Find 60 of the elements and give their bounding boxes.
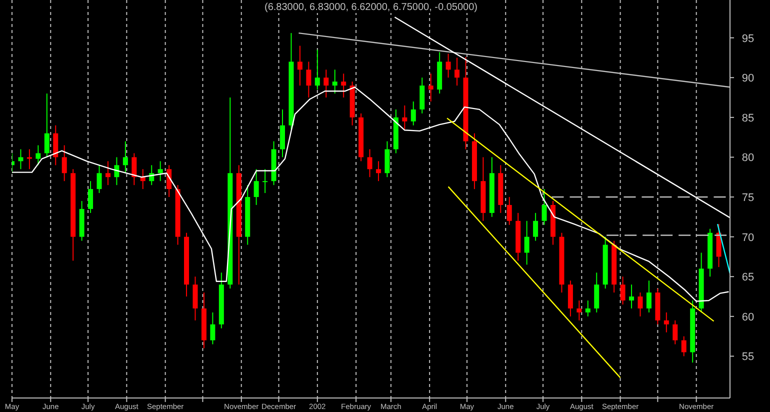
candlestick: [542, 188, 547, 226]
candlestick: [402, 104, 408, 130]
candlestick: [62, 144, 67, 182]
candlestick: [122, 140, 128, 174]
candlestick: [262, 168, 268, 194]
y-tick-label: 80: [742, 152, 754, 164]
candlestick: [681, 336, 686, 357]
candlestick: [672, 320, 678, 345]
candlestick: [96, 164, 102, 194]
candlestick: [36, 144, 41, 166]
candlestick: [140, 168, 146, 190]
candlestick: [620, 276, 626, 305]
candlestick: [524, 220, 530, 266]
candlestick: [192, 276, 198, 321]
candlestick: [26, 148, 32, 170]
y-tick-label: 75: [742, 192, 754, 204]
candlestick: [428, 73, 434, 102]
candlestick: [306, 61, 312, 98]
candlestick: [53, 124, 58, 166]
y-tick-label: 65: [742, 272, 754, 284]
candlestick: [254, 168, 259, 206]
candlestick: [88, 180, 94, 214]
candlestick: [506, 196, 512, 226]
candlestick: [533, 212, 538, 242]
candlestick: [105, 160, 110, 186]
candlestick: [646, 280, 652, 313]
y-tick-label: 95: [742, 32, 754, 45]
candlestick: [280, 108, 285, 158]
candlestick: [629, 284, 634, 309]
candlestick: [210, 312, 216, 345]
candlestick: [132, 152, 137, 186]
candlestick: [158, 160, 163, 182]
candlestick: [367, 148, 372, 178]
candlestick: [18, 148, 24, 170]
y-tick-label: 70: [742, 232, 754, 244]
candlestick: [376, 160, 381, 182]
candlestick: [664, 312, 669, 333]
candlestick: [576, 300, 582, 321]
y-tick-label: 55: [742, 351, 754, 364]
candlestick: [420, 77, 425, 114]
candlestick: [585, 300, 590, 317]
y-tick-label: 60: [742, 311, 754, 324]
candlestick: [297, 45, 302, 86]
candlestick: [114, 156, 120, 186]
y-tick-label: 90: [742, 72, 754, 85]
candlestick: [384, 140, 390, 178]
candlestick: [638, 292, 643, 317]
candlestick: [341, 73, 346, 98]
candlestick: [410, 100, 416, 126]
candlestick: [332, 69, 338, 94]
candlestick: [324, 69, 329, 98]
y-tick-label: 85: [742, 112, 754, 124]
candlestick: [594, 272, 600, 313]
candlestick: [44, 93, 50, 158]
candlestick: [454, 57, 460, 86]
candlestick: [446, 53, 451, 78]
line-series: [12, 86, 730, 302]
chart-title: (6.83000, 6.83000, 6.62000, 6.75000, -0.05000): [264, 2, 478, 13]
candlestick: [568, 280, 573, 317]
candlestick: [314, 49, 320, 90]
